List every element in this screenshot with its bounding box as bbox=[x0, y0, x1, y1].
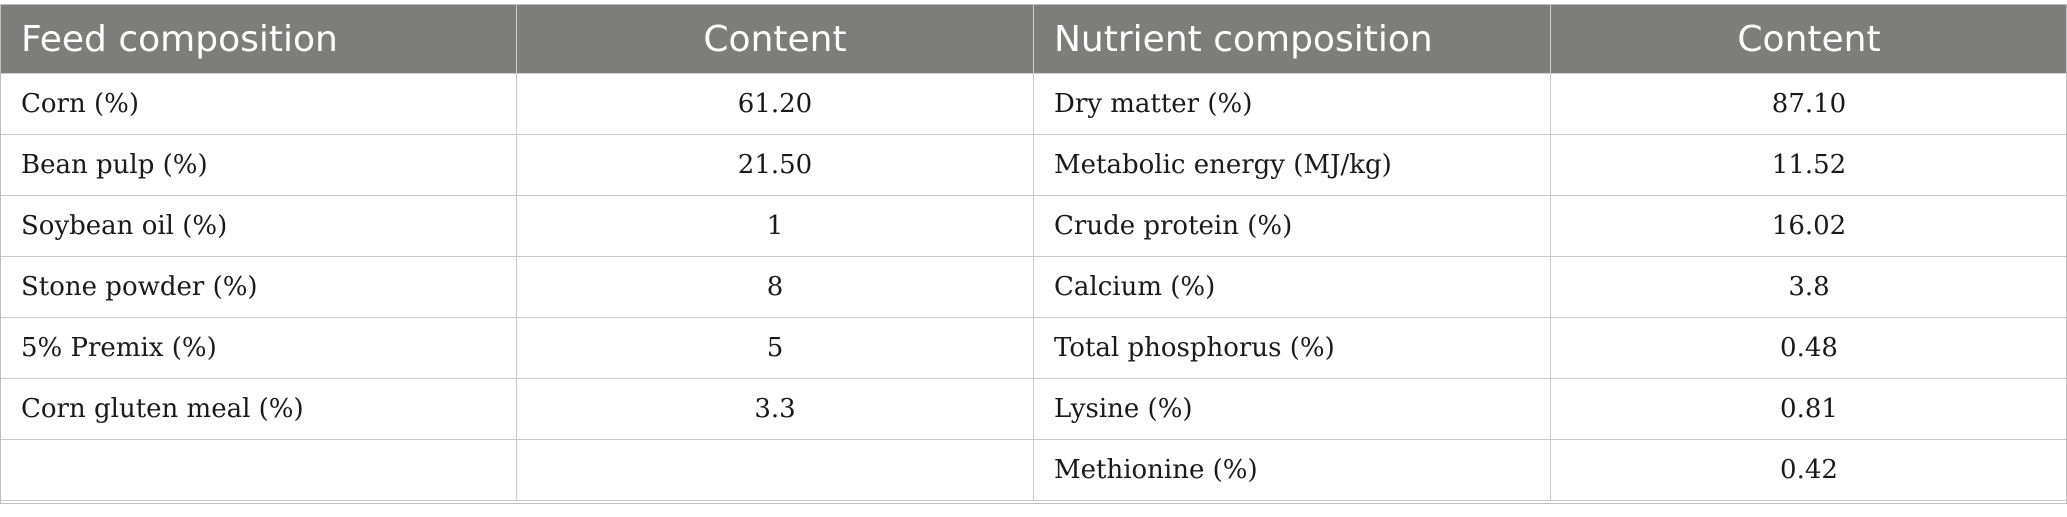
feed-content-cell: 8 bbox=[516, 256, 1034, 318]
header-feed-content: Content bbox=[516, 4, 1034, 74]
nutrient-content-cell: 87.10 bbox=[1550, 73, 2067, 135]
nutrient-content-cell: 16.02 bbox=[1550, 195, 2067, 257]
nutrient-name-cell: Calcium (%) bbox=[1033, 256, 1551, 318]
nutrient-name-cell: Metabolic energy (MJ/kg) bbox=[1033, 134, 1551, 196]
table-row: Soybean oil (%) 1 Crude protein (%) 16.0… bbox=[0, 195, 2067, 257]
table-row: Methionine (%) 0.42 bbox=[0, 439, 2067, 501]
composition-table: Feed composition Content Nutrient compos… bbox=[0, 4, 2067, 501]
feed-content-cell: 5 bbox=[516, 317, 1034, 379]
feed-ingredient-cell: Soybean oil (%) bbox=[0, 195, 517, 257]
nutrient-name-cell: Dry matter (%) bbox=[1033, 73, 1551, 135]
feed-ingredient-cell: Corn gluten meal (%) bbox=[0, 378, 517, 440]
feed-ingredient-cell bbox=[0, 439, 517, 501]
feed-ingredient-cell: Corn (%) bbox=[0, 73, 517, 135]
feed-ingredient-cell: Bean pulp (%) bbox=[0, 134, 517, 196]
nutrient-content-cell: 3.8 bbox=[1550, 256, 2067, 318]
feed-content-cell bbox=[516, 439, 1034, 501]
table-header-row: Feed composition Content Nutrient compos… bbox=[0, 4, 2067, 74]
nutrient-name-cell: Methionine (%) bbox=[1033, 439, 1551, 501]
composition-table-container: Feed composition Content Nutrient compos… bbox=[0, 4, 2067, 501]
feed-ingredient-cell: Stone powder (%) bbox=[0, 256, 517, 318]
header-nutrient-content: Content bbox=[1550, 4, 2067, 74]
table-row: 5% Premix (%) 5 Total phosphorus (%) 0.4… bbox=[0, 317, 2067, 379]
table-row: Stone powder (%) 8 Calcium (%) 3.8 bbox=[0, 256, 2067, 318]
nutrient-name-cell: Total phosphorus (%) bbox=[1033, 317, 1551, 379]
nutrient-content-cell: 11.52 bbox=[1550, 134, 2067, 196]
table-row: Bean pulp (%) 21.50 Metabolic energy (MJ… bbox=[0, 134, 2067, 196]
nutrient-content-cell: 0.42 bbox=[1550, 439, 2067, 501]
feed-content-cell: 3.3 bbox=[516, 378, 1034, 440]
header-feed-composition: Feed composition bbox=[0, 4, 517, 74]
nutrient-content-cell: 0.81 bbox=[1550, 378, 2067, 440]
table-row: Corn (%) 61.20 Dry matter (%) 87.10 bbox=[0, 73, 2067, 135]
header-nutrient-composition: Nutrient composition bbox=[1033, 4, 1551, 74]
nutrient-name-cell: Crude protein (%) bbox=[1033, 195, 1551, 257]
feed-content-cell: 21.50 bbox=[516, 134, 1034, 196]
feed-content-cell: 61.20 bbox=[516, 73, 1034, 135]
feed-ingredient-cell: 5% Premix (%) bbox=[0, 317, 517, 379]
table-row: Corn gluten meal (%) 3.3 Lysine (%) 0.81 bbox=[0, 378, 2067, 440]
nutrient-content-cell: 0.48 bbox=[1550, 317, 2067, 379]
feed-content-cell: 1 bbox=[516, 195, 1034, 257]
nutrient-name-cell: Lysine (%) bbox=[1033, 378, 1551, 440]
